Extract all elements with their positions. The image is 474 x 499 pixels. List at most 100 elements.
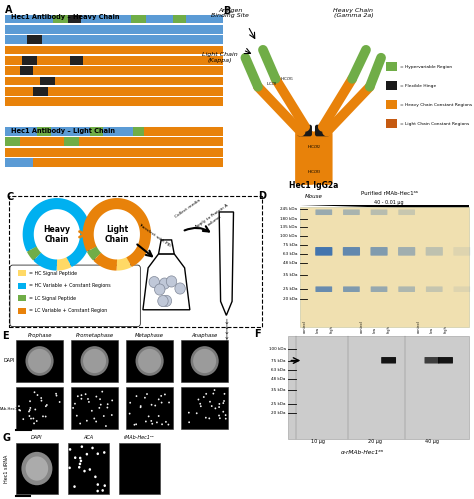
Circle shape bbox=[199, 403, 201, 405]
Text: Heavy Chain
(Gamma 2a): Heavy Chain (Gamma 2a) bbox=[333, 7, 374, 18]
Circle shape bbox=[88, 401, 90, 403]
Bar bbox=[386, 100, 397, 109]
Circle shape bbox=[129, 413, 130, 415]
Circle shape bbox=[161, 295, 172, 306]
Circle shape bbox=[191, 346, 219, 376]
Text: Heavy
Chain: Heavy Chain bbox=[44, 225, 70, 244]
Bar bbox=[67, 443, 109, 494]
Circle shape bbox=[78, 466, 81, 469]
Bar bbox=[53, 14, 68, 23]
Text: HC$_{CR3}$: HC$_{CR3}$ bbox=[307, 169, 321, 176]
Text: α-rMAb-Hec1ᵃᵃ: α-rMAb-Hec1ᵃᵃ bbox=[341, 450, 384, 456]
Bar bbox=[146, 14, 173, 23]
Circle shape bbox=[79, 457, 82, 460]
Text: HC$_{CR1}$: HC$_{CR1}$ bbox=[280, 75, 294, 83]
Circle shape bbox=[158, 295, 168, 306]
Text: 63 kDa: 63 kDa bbox=[283, 252, 297, 256]
Text: ↓: ↓ bbox=[223, 334, 229, 340]
FancyBboxPatch shape bbox=[295, 131, 315, 185]
FancyBboxPatch shape bbox=[343, 286, 360, 292]
FancyBboxPatch shape bbox=[371, 210, 387, 215]
FancyBboxPatch shape bbox=[315, 125, 329, 136]
Circle shape bbox=[45, 405, 47, 407]
Circle shape bbox=[18, 405, 20, 407]
Text: 75 kDa: 75 kDa bbox=[272, 358, 286, 363]
Text: 48 kDa: 48 kDa bbox=[272, 377, 286, 381]
Text: = Flexible Hinge: = Flexible Hinge bbox=[400, 84, 436, 88]
Circle shape bbox=[26, 346, 54, 376]
Circle shape bbox=[89, 468, 91, 471]
FancyBboxPatch shape bbox=[381, 357, 396, 363]
Text: 135 kDa: 135 kDa bbox=[280, 226, 297, 230]
Bar bbox=[103, 127, 133, 136]
Circle shape bbox=[29, 407, 31, 409]
FancyBboxPatch shape bbox=[398, 247, 415, 255]
Circle shape bbox=[41, 400, 42, 402]
Circle shape bbox=[81, 394, 82, 396]
Circle shape bbox=[28, 349, 51, 373]
Bar bbox=[16, 443, 57, 494]
FancyBboxPatch shape bbox=[315, 247, 332, 255]
FancyBboxPatch shape bbox=[425, 357, 439, 363]
Circle shape bbox=[94, 476, 97, 478]
Polygon shape bbox=[219, 212, 234, 315]
Circle shape bbox=[86, 420, 88, 422]
Circle shape bbox=[40, 397, 42, 399]
Text: ↓: ↓ bbox=[223, 339, 229, 345]
Text: ↓: ↓ bbox=[223, 324, 229, 330]
Circle shape bbox=[158, 398, 160, 400]
Text: D: D bbox=[258, 191, 266, 201]
Bar bbox=[37, 127, 51, 136]
Circle shape bbox=[103, 485, 106, 487]
Circle shape bbox=[29, 400, 31, 402]
Circle shape bbox=[160, 395, 162, 397]
Circle shape bbox=[200, 405, 202, 407]
Circle shape bbox=[21, 452, 53, 485]
Text: control: control bbox=[416, 320, 420, 333]
Text: 35 kDa: 35 kDa bbox=[283, 273, 297, 277]
Circle shape bbox=[107, 403, 109, 405]
Text: Transfect with PEI: Transfect with PEI bbox=[137, 223, 172, 248]
Circle shape bbox=[101, 391, 103, 393]
Circle shape bbox=[214, 389, 215, 391]
Circle shape bbox=[103, 451, 106, 454]
Circle shape bbox=[55, 393, 57, 395]
Circle shape bbox=[105, 425, 107, 427]
Circle shape bbox=[96, 490, 99, 493]
Bar bbox=[40, 77, 55, 85]
FancyBboxPatch shape bbox=[370, 247, 388, 255]
FancyBboxPatch shape bbox=[10, 265, 140, 326]
Circle shape bbox=[42, 415, 44, 417]
Bar bbox=[5, 97, 223, 106]
Text: = Hypervariable Region: = Hypervariable Region bbox=[400, 65, 452, 69]
Text: control: control bbox=[359, 320, 364, 333]
Bar bbox=[18, 308, 26, 314]
Bar bbox=[386, 119, 397, 128]
Bar bbox=[386, 81, 397, 90]
Text: DAPI: DAPI bbox=[31, 435, 43, 440]
Polygon shape bbox=[158, 240, 174, 254]
Circle shape bbox=[99, 407, 100, 409]
Text: low: low bbox=[373, 327, 377, 333]
Circle shape bbox=[36, 394, 38, 396]
FancyBboxPatch shape bbox=[371, 286, 387, 292]
Circle shape bbox=[222, 411, 224, 413]
Text: 245 kDa: 245 kDa bbox=[280, 208, 297, 212]
Text: ACA: ACA bbox=[83, 435, 93, 440]
Circle shape bbox=[69, 448, 71, 451]
Text: Prometaphase: Prometaphase bbox=[76, 332, 114, 337]
Circle shape bbox=[145, 421, 147, 423]
Bar bbox=[5, 77, 40, 85]
Text: = Light Chain Constant Regions: = Light Chain Constant Regions bbox=[400, 122, 469, 126]
Text: low: low bbox=[430, 327, 434, 333]
Text: DAPI: DAPI bbox=[3, 358, 15, 363]
Bar bbox=[64, 137, 79, 146]
Circle shape bbox=[167, 424, 169, 426]
Circle shape bbox=[129, 402, 131, 404]
Bar bbox=[48, 87, 223, 96]
Circle shape bbox=[146, 393, 148, 395]
Bar bbox=[79, 137, 223, 146]
Bar bbox=[18, 270, 26, 276]
Text: 25 kDa: 25 kDa bbox=[283, 287, 297, 291]
FancyBboxPatch shape bbox=[315, 210, 332, 215]
